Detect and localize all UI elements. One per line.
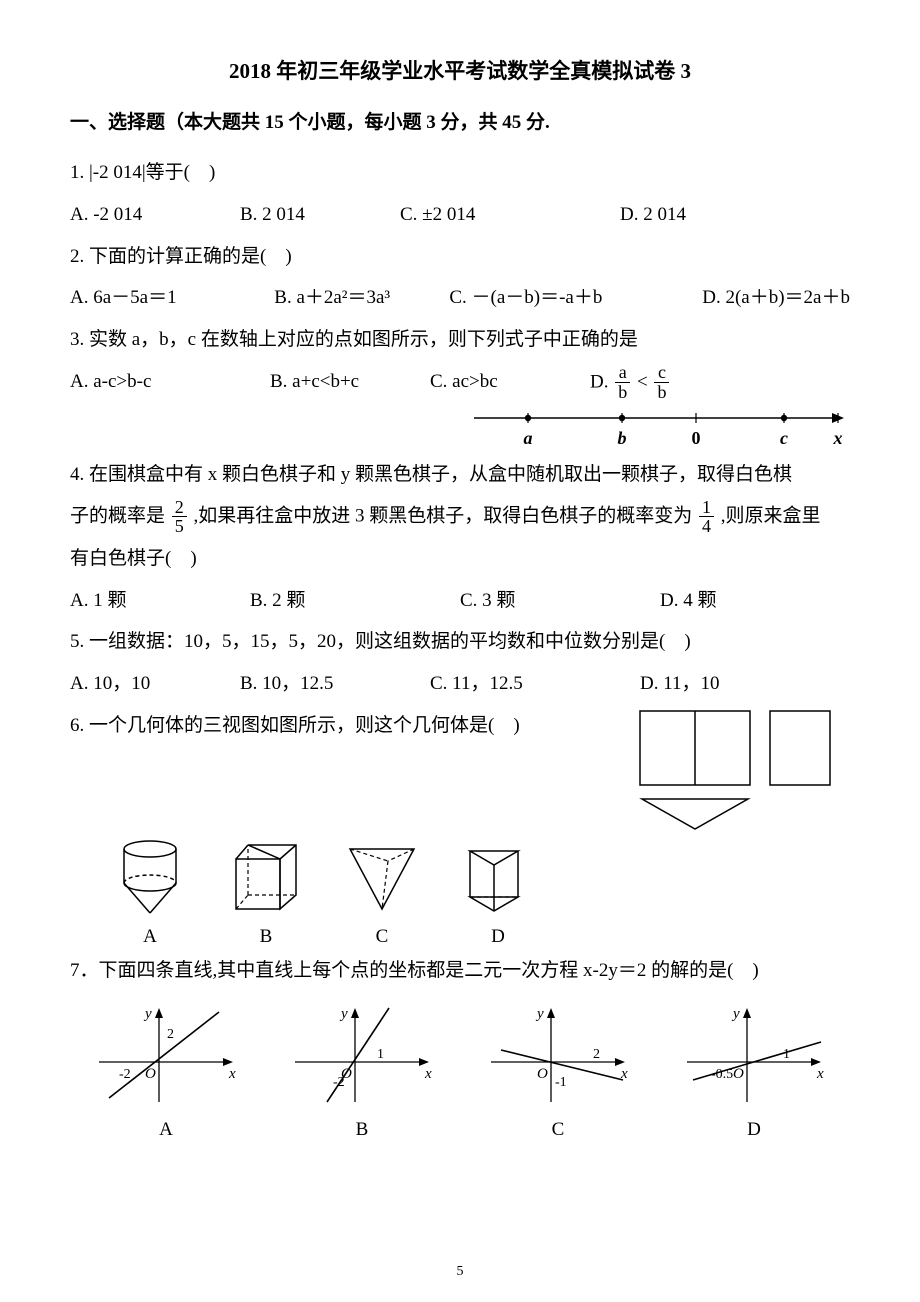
q6-fig-a: A [110, 837, 190, 948]
q6-opt-d-svg [458, 837, 538, 917]
q5-opt-d: D. 11，10 [640, 663, 720, 705]
q1-opt-c: C. ±2 014 [400, 194, 620, 236]
q2-opt-c: C. －(a－b)＝-a＋b [449, 277, 702, 319]
q4-frac1: 2 5 [172, 498, 187, 537]
q7-label-c: C [483, 1119, 633, 1141]
svg-text:-1: -1 [555, 1075, 567, 1090]
q4-opt-d: D. 4 颗 [660, 580, 716, 622]
q7-stem: 7．下面四条直线,其中直线上每个点的坐标都是二元一次方程 x-2y＝2 的解的是… [70, 950, 850, 992]
svg-text:b: b [618, 428, 627, 448]
q4-part1: 4. 在围棋盒中有 x 颗白色棋子和 y 颗黑色棋子，从盒中随机取出一颗棋子，取… [70, 454, 850, 496]
q2-opt-a: A. 6a－5a＝1 [70, 277, 274, 319]
q3-opt-b: B. a+c<b+c [270, 361, 430, 404]
q3-figure-wrap: a b 0 c x [70, 396, 850, 454]
q4-frac2: 1 4 [699, 498, 714, 537]
q1-opt-b: B. 2 014 [240, 194, 400, 236]
svg-text:2: 2 [593, 1047, 600, 1062]
q4-part2: 子的概率是 2 5 ,如果再往盒中放进 3 颗黑色棋子，取得白色棋子的概率变为 … [70, 495, 850, 538]
svg-text:x: x [424, 1066, 432, 1082]
q1-stem: 1. |-2 014|等于( ) [70, 152, 850, 194]
svg-text:y: y [535, 1006, 544, 1022]
q6-label-c: C [342, 926, 422, 948]
q2-stem: 2. 下面的计算正确的是( ) [70, 236, 850, 278]
q5-options: A. 10，10 B. 10，12.5 C. 11，12.5 D. 11，10 [70, 663, 850, 705]
q6-stem: 6. 一个几何体的三视图如图所示，则这个几何体是( ) [70, 705, 622, 747]
svg-text:-2: -2 [119, 1067, 131, 1082]
svg-text:1: 1 [783, 1047, 790, 1062]
q7-opt-b-svg: xyO1-2 [287, 1000, 437, 1110]
q4-stem: 4. 在围棋盒中有 x 颗白色棋子和 y 颗黑色棋子，从盒中随机取出一颗棋子，取… [70, 454, 850, 580]
q6-three-views-svg [630, 705, 850, 835]
q7-opt-c-svg: xyO2-1 [483, 1000, 633, 1110]
q2-opt-d: D. 2(a＋b)＝2a＋b [702, 277, 850, 319]
q2-options: A. 6a－5a＝1 B. a＋2a²＝3a³ C. －(a－b)＝-a＋b D… [70, 277, 850, 319]
q4-opt-b: B. 2 颗 [250, 580, 460, 622]
q6-option-figs: A B C D [110, 837, 850, 948]
svg-text:x: x [816, 1066, 824, 1082]
q6-opt-c-svg [342, 837, 422, 917]
q7-label-b: B [287, 1119, 437, 1141]
q7-opt-a-svg: xyO2-2 [91, 1000, 241, 1110]
q4-options: A. 1 颗 B. 2 颗 C. 3 颗 D. 4 颗 [70, 580, 850, 622]
page-title: 2018 年初三年级学业水平考试数学全真模拟试卷 3 [70, 55, 850, 85]
svg-text:c: c [780, 428, 788, 448]
svg-text:x: x [833, 428, 843, 448]
q3-d-prefix: D. [590, 372, 613, 393]
q1-opt-a: A. -2 014 [70, 194, 240, 236]
q5-opt-a: A. 10，10 [70, 663, 240, 705]
q3-numberline-svg: a b 0 c x [470, 396, 850, 454]
svg-text:O: O [537, 1066, 548, 1082]
page-number: 5 [0, 1264, 920, 1280]
q5-stem: 5. 一组数据：10，5，15，5，20，则这组数据的平均数和中位数分别是( ) [70, 621, 850, 663]
q3-stem: 3. 实数 a，b，c 在数轴上对应的点如图所示，则下列式子中正确的是 [70, 319, 850, 361]
q5-opt-b: B. 10，12.5 [240, 663, 430, 705]
svg-text:x: x [228, 1066, 236, 1082]
q3-opt-a: A. a-c>b-c [70, 361, 270, 404]
q7-fig-c: xyO2-1 C [483, 1000, 633, 1141]
q7-label-a: A [91, 1119, 241, 1141]
q6-label-d: D [458, 926, 538, 948]
svg-text:2: 2 [167, 1027, 174, 1042]
q2-opt-b: B. a＋2a²＝3a³ [274, 277, 449, 319]
q4-opt-a: A. 1 颗 [70, 580, 250, 622]
svg-text:1: 1 [377, 1047, 384, 1062]
q7-opt-d-svg: xyO1-0.5 [679, 1000, 829, 1110]
svg-text:y: y [339, 1006, 348, 1022]
q7-fig-a: xyO2-2 A [91, 1000, 241, 1141]
q7-label-d: D [679, 1119, 829, 1141]
section-heading: 一、选择题（本大题共 15 个小题，每小题 3 分，共 45 分. [70, 107, 850, 134]
q4-part3: 有白色棋子( ) [70, 538, 850, 580]
svg-text:a: a [524, 428, 533, 448]
q6-fig-c: C [342, 837, 422, 948]
q6-fig-d: D [458, 837, 538, 948]
q6-label-b: B [226, 926, 306, 948]
q3-d-lt: < [637, 372, 652, 393]
svg-text:-0.5: -0.5 [711, 1067, 733, 1082]
q7-fig-b: xyO1-2 B [287, 1000, 437, 1141]
exam-page: 2018 年初三年级学业水平考试数学全真模拟试卷 3 一、选择题（本大题共 15… [0, 0, 920, 1302]
svg-text:y: y [731, 1006, 740, 1022]
q1-options: A. -2 014 B. 2 014 C. ±2 014 D. 2 014 [70, 194, 850, 236]
svg-text:0: 0 [692, 428, 701, 448]
q6-row: 6. 一个几何体的三视图如图所示，则这个几何体是( ) [70, 705, 850, 835]
q6-fig-b: B [226, 837, 306, 948]
q4-opt-c: C. 3 颗 [460, 580, 660, 622]
svg-text:-2: -2 [333, 1075, 345, 1090]
q7-option-figs: xyO2-2 A xyO1-2 B xyO2-1 C xyO1-0.5 D [70, 1000, 850, 1141]
q7-fig-d: xyO1-0.5 D [679, 1000, 829, 1141]
q1-opt-d: D. 2 014 [620, 194, 686, 236]
q6-label-a: A [110, 926, 190, 948]
q5-opt-c: C. 11，12.5 [430, 663, 640, 705]
q6-opt-a-svg [110, 837, 190, 917]
q6-opt-b-svg [226, 837, 306, 917]
svg-text:y: y [143, 1006, 152, 1022]
